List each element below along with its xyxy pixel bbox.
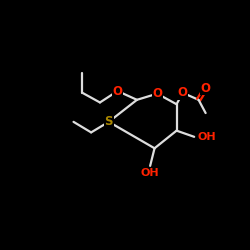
Text: O: O (200, 82, 210, 95)
Text: S: S (104, 115, 113, 128)
Text: OH: OH (198, 132, 216, 142)
Text: O: O (112, 84, 122, 98)
Text: O: O (152, 87, 162, 100)
Text: O: O (178, 86, 188, 99)
Text: OH: OH (141, 168, 160, 178)
